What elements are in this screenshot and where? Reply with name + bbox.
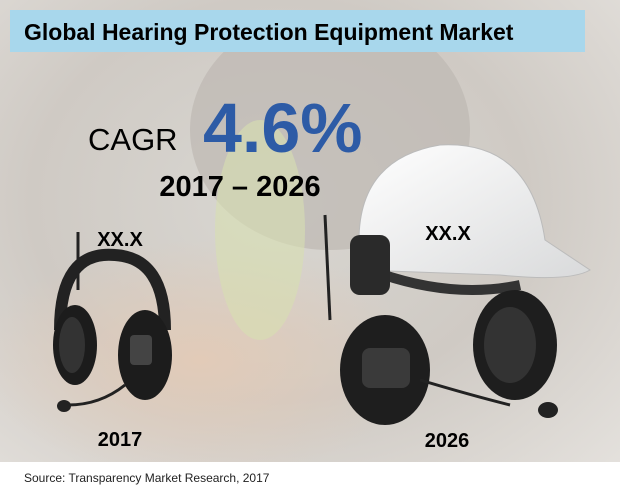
headset-right xyxy=(323,144,591,425)
footer-strip xyxy=(0,462,620,500)
cagr-label: CAGR xyxy=(88,122,178,157)
headset-left xyxy=(53,232,172,412)
cagr-value: 4.6% xyxy=(203,89,363,167)
source: Source: Transparency Market Research, 20… xyxy=(24,471,270,485)
bg-shape xyxy=(215,120,305,340)
title: Global Hearing Protection Equipment Mark… xyxy=(24,19,514,45)
left-value: XX.X xyxy=(97,229,143,251)
right-year: 2026 xyxy=(425,430,470,452)
left-year: 2017 xyxy=(98,429,143,451)
bg-shape xyxy=(0,240,420,480)
cagr-period: 2017 – 2026 xyxy=(159,171,320,203)
right-value: XX.X xyxy=(425,223,471,245)
title-bar xyxy=(10,10,585,52)
